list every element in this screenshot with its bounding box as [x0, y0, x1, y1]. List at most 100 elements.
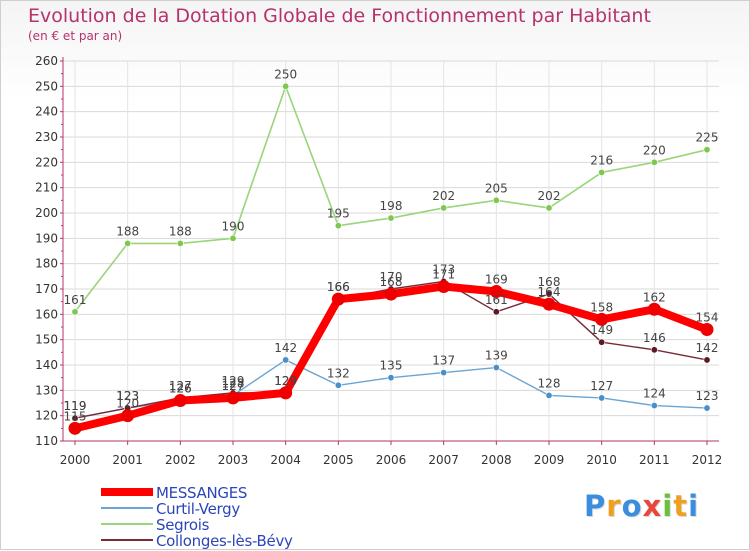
data-point-messanges: [121, 409, 135, 423]
logo-letter: r: [606, 489, 622, 523]
y-tick-label: 190: [35, 231, 58, 245]
y-tick-label: 130: [35, 383, 58, 397]
data-label-curtil-vergy: 126: [169, 381, 192, 395]
data-label-collonges-les-bevy: 129: [222, 374, 245, 388]
x-tick-label: 2004: [270, 453, 301, 467]
data-point-collonges-les-bevy: [545, 290, 553, 298]
logo-letter: t: [673, 489, 689, 523]
data-point-messanges: [437, 279, 451, 293]
x-tick-label: 2002: [165, 453, 196, 467]
data-label-segrois: 195: [327, 207, 350, 221]
data-label-segrois: 190: [222, 219, 245, 233]
legend-label-collonges-les-bevy: Collonges-lès-Bévy: [156, 532, 293, 550]
data-label-messanges: 166: [327, 280, 350, 294]
data-point-collonges-les-bevy: [650, 346, 658, 354]
y-tick-label: 200: [35, 206, 58, 220]
y-tick-label: 260: [35, 54, 58, 68]
chart-subtitle: (en € et par an): [28, 29, 123, 43]
data-point-segrois: [598, 168, 606, 176]
data-label-collonges-les-bevy: 170: [380, 270, 403, 284]
data-label-messanges: 171: [432, 267, 455, 281]
data-label-segrois: 188: [169, 224, 192, 238]
proxiti-logo[interactable]: Proxiti: [584, 489, 699, 523]
x-tick-label: 2011: [639, 453, 670, 467]
legend-swatch-curtil-vergy: [101, 507, 153, 509]
data-label-collonges-les-bevy: 173: [432, 262, 455, 276]
data-point-curtil-vergy: [650, 402, 658, 410]
data-point-messanges: [542, 297, 556, 311]
x-tick-label: 2001: [112, 453, 143, 467]
data-point-messanges: [647, 302, 661, 316]
x-tick-label: 2007: [428, 453, 459, 467]
x-tick-label: 2009: [534, 453, 565, 467]
data-label-curtil-vergy: 127: [590, 379, 613, 393]
data-label-collonges-les-bevy: 123: [116, 389, 139, 403]
y-tick-label: 230: [35, 130, 58, 144]
data-point-segrois: [492, 196, 500, 204]
logo-letter: i: [662, 489, 674, 523]
data-label-collonges-les-bevy: 119: [64, 399, 87, 413]
data-label-curtil-vergy: 123: [696, 389, 719, 403]
y-tick-label: 120: [35, 409, 58, 423]
legend-swatch-messanges: [101, 488, 153, 496]
data-label-messanges: 154: [696, 311, 719, 325]
data-point-segrois: [71, 308, 79, 316]
legend-label-segrois: Segrois: [156, 516, 210, 534]
data-label-segrois: 216: [590, 153, 613, 167]
legend-item-messanges[interactable]: MESSANGES: [101, 484, 361, 502]
data-point-messanges: [226, 391, 240, 405]
data-point-messanges: [173, 393, 187, 407]
legend-label-curtil-vergy: Curtil-Vergy: [156, 500, 240, 518]
y-tick-label: 170: [35, 282, 58, 296]
data-label-collonges-les-bevy: 149: [590, 323, 613, 337]
data-point-collonges-les-bevy: [703, 356, 711, 364]
data-label-curtil-vergy: 142: [274, 341, 297, 355]
data-label-segrois: 202: [432, 189, 455, 203]
legend-item-curtil-vergy[interactable]: Curtil-Vergy: [101, 500, 361, 518]
data-label-curtil-vergy: 137: [432, 354, 455, 368]
data-point-segrois: [229, 234, 237, 242]
data-label-segrois: 250: [274, 67, 297, 81]
y-tick-label: 250: [35, 79, 58, 93]
data-point-messanges: [595, 312, 609, 326]
data-label-messanges: 168: [380, 275, 403, 289]
data-label-collonges-les-bevy: 146: [643, 331, 666, 345]
x-tick-label: 2008: [481, 453, 512, 467]
data-label-collonges-les-bevy: 129: [274, 374, 297, 388]
x-tick-label: 2006: [376, 453, 407, 467]
data-label-messanges: 115: [64, 409, 87, 423]
data-point-collonges-les-bevy: [492, 308, 500, 316]
x-tick-label: 2000: [60, 453, 91, 467]
data-label-segrois: 225: [696, 131, 719, 145]
data-point-curtil-vergy: [492, 364, 500, 372]
data-point-segrois: [703, 146, 711, 154]
x-tick-label: 2010: [586, 453, 617, 467]
data-label-curtil-vergy: 123: [116, 389, 139, 403]
data-point-segrois: [387, 214, 395, 222]
data-point-segrois: [650, 158, 658, 166]
data-label-curtil-vergy: 128: [222, 376, 245, 390]
y-tick-label: 180: [35, 257, 58, 271]
data-point-curtil-vergy: [703, 404, 711, 412]
data-label-messanges: 127: [222, 379, 245, 393]
data-point-messanges: [331, 292, 345, 306]
data-label-curtil-vergy: 139: [485, 349, 508, 363]
data-label-segrois: 202: [538, 189, 561, 203]
data-label-segrois: 205: [485, 181, 508, 195]
y-tick-label: 110: [35, 434, 58, 448]
data-point-messanges: [279, 386, 293, 400]
data-point-segrois: [545, 204, 553, 212]
data-point-curtil-vergy: [545, 391, 553, 399]
data-point-messanges: [700, 323, 714, 337]
data-point-curtil-vergy: [598, 394, 606, 402]
legend-item-collonges-les-bevy[interactable]: Collonges-lès-Bévy: [101, 532, 361, 550]
data-label-curtil-vergy: 119: [64, 399, 87, 413]
data-label-curtil-vergy: 135: [380, 359, 403, 373]
legend-item-segrois[interactable]: Segrois: [101, 516, 361, 534]
data-label-messanges: 162: [643, 290, 666, 304]
data-label-segrois: 188: [116, 224, 139, 238]
data-point-segrois: [282, 82, 290, 90]
data-point-curtil-vergy: [334, 381, 342, 389]
data-point-collonges-les-bevy: [598, 338, 606, 346]
data-point-collonges-les-bevy: [71, 414, 79, 422]
